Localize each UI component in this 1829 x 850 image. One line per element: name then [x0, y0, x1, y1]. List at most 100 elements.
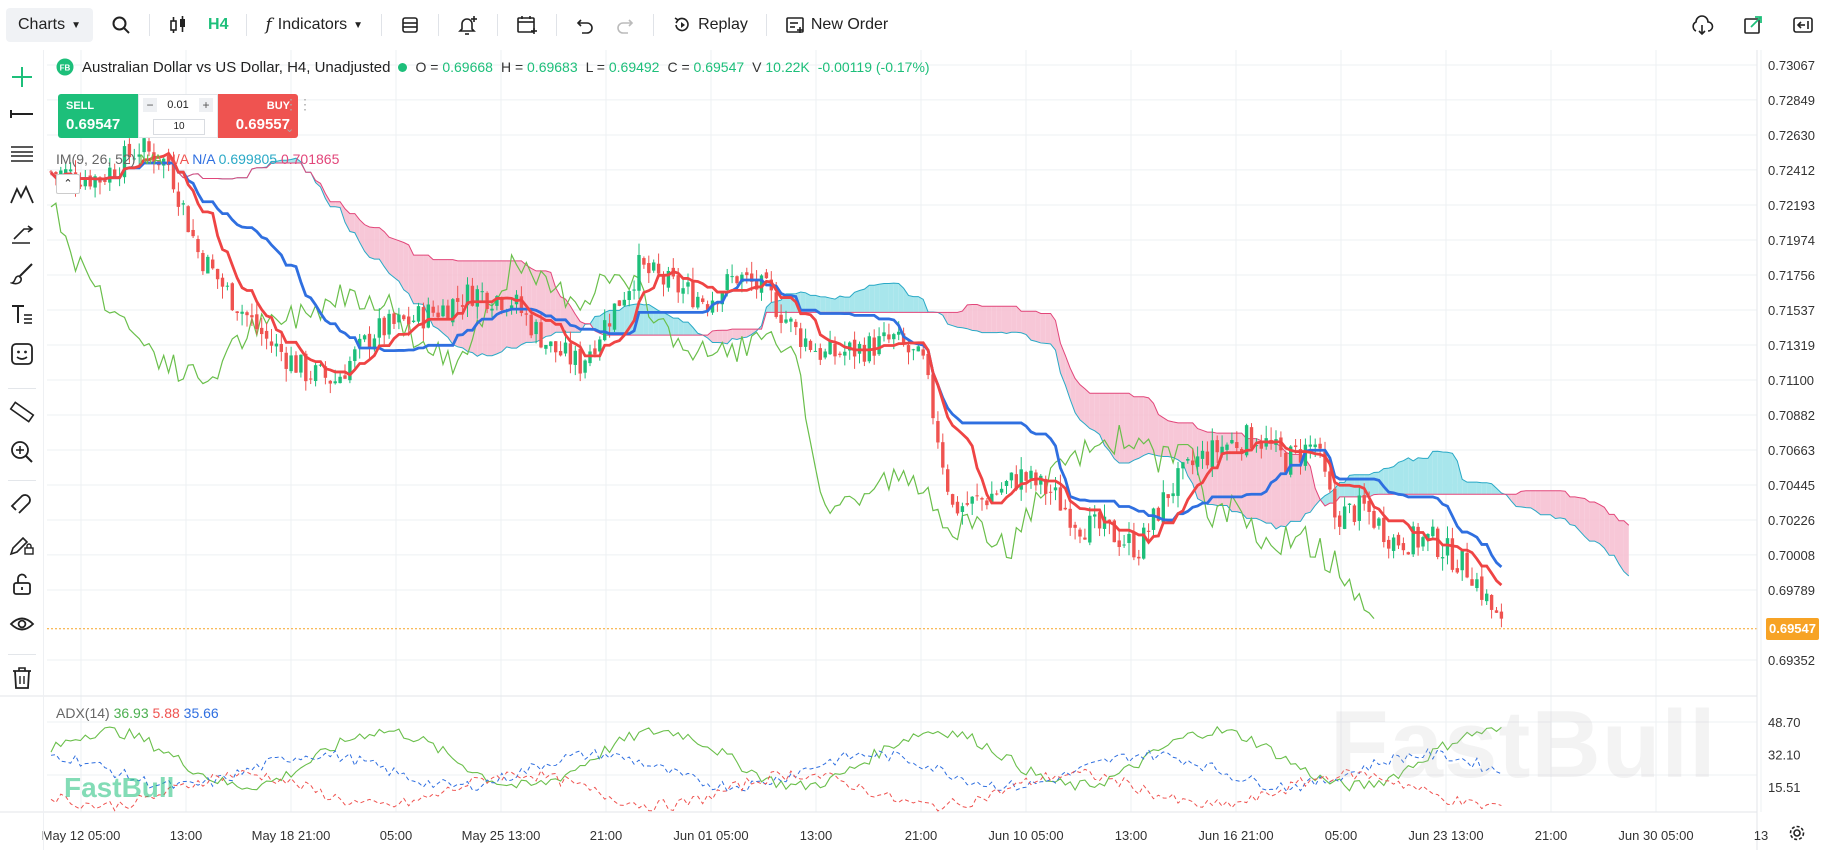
candle-body [377, 318, 381, 338]
cloud-segment [1310, 466, 1316, 513]
price-axis-label: 0.71537 [1768, 303, 1815, 318]
charts-menu-button[interactable]: Charts ▼ [6, 8, 94, 42]
replay-button[interactable]: Replay [662, 8, 758, 42]
candle-body [274, 343, 279, 347]
text-tool[interactable] [6, 298, 38, 330]
timeframe-button[interactable]: H4 [208, 16, 229, 33]
cloud-segment [501, 260, 507, 352]
cloud-segment [590, 316, 595, 331]
templates-button[interactable] [390, 8, 430, 42]
candle-body [1225, 444, 1229, 450]
cloud-segment [398, 240, 404, 290]
quantity-input[interactable]: 10 [153, 119, 205, 135]
candle-body [686, 282, 690, 287]
minus-di-value: 5.88 [152, 705, 180, 721]
chart-type-button[interactable] [158, 8, 198, 42]
candle-body [1127, 533, 1131, 543]
cloud-segment [1550, 490, 1556, 519]
cloud-segment [1129, 393, 1134, 463]
cloud-segment [443, 259, 448, 338]
horizontal-line-tool[interactable] [6, 98, 38, 130]
cloud-segment [1133, 396, 1139, 461]
alert-button[interactable] [447, 8, 489, 42]
cloud-segment [1481, 482, 1487, 495]
drawing-tools-sidebar [0, 50, 44, 850]
cloud-segment [1457, 460, 1463, 495]
pattern-tool[interactable] [6, 178, 38, 210]
lock-all-tool[interactable] [6, 568, 38, 600]
search-button[interactable] [101, 8, 141, 42]
projection-tool[interactable] [6, 218, 38, 250]
calendar-button[interactable] [506, 8, 548, 42]
zoom-in-tool[interactable] [6, 436, 38, 468]
open-new-window-button[interactable] [1743, 0, 1763, 50]
sell-button[interactable]: SELL 0.69547 [58, 94, 138, 138]
trade-panel-toggle-icon[interactable]: ⌄ [285, 123, 295, 135]
cloud-segment [1432, 451, 1438, 495]
candle-body [127, 143, 132, 158]
indicators-button[interactable]: f Indicators ▼ [255, 8, 373, 42]
adx-legend: ADX(14) 36.93 5.88 35.66 [56, 705, 219, 721]
candle-body [1230, 440, 1234, 444]
crosshair-tool[interactable] [6, 61, 38, 93]
parallel-lines-tool[interactable] [6, 138, 38, 170]
plus-di-line [50, 747, 1502, 792]
candle-body [568, 343, 573, 365]
collapse-legend-button[interactable]: ⌃ [56, 174, 80, 194]
candle-body [852, 339, 857, 357]
lot-increase-button[interactable]: + [199, 98, 213, 112]
new-order-label: New Order [810, 16, 889, 33]
delete-drawings-tool[interactable] [6, 662, 38, 694]
cloud-segment [874, 284, 880, 313]
candle-body [328, 380, 332, 384]
candle-body [1347, 503, 1352, 505]
cloud-segment [1050, 313, 1056, 351]
collapse-panel-button[interactable] [1792, 0, 1814, 50]
cloud-segment [1168, 420, 1174, 458]
cloud-segment [1462, 479, 1468, 495]
cloud-segment [496, 260, 502, 354]
ruler-tool[interactable] [6, 396, 38, 428]
buy-button[interactable]: BUY 0.69557 [218, 94, 298, 138]
brush-tool[interactable] [6, 258, 38, 290]
lock-drawing-tool[interactable] [6, 528, 38, 560]
price-axis-label: 0.69789 [1768, 583, 1815, 598]
symbol-title[interactable]: Australian Dollar vs US Dollar, H4, Unad… [82, 58, 391, 76]
pencil-lock-icon [9, 536, 34, 556]
close-label: C = [667, 59, 690, 75]
time-axis-label: 13:00 [800, 828, 833, 843]
undo-button[interactable] [565, 8, 605, 42]
collapse-icon [1793, 17, 1813, 33]
cloud-segment [550, 272, 556, 336]
candle-body [799, 328, 803, 347]
cloud-segment [472, 260, 478, 357]
adx-indicator-pane [0, 695, 1757, 812]
candle-body [460, 305, 465, 307]
lot-size-value[interactable]: 0.01 [167, 99, 189, 111]
quick-trade-panel: SELL 0.69547 − 0.01 + 10 BUY 0.69557 ⋮ ⌄ [58, 94, 298, 142]
candle-body [794, 321, 798, 328]
adx-axis-label: 48.70 [1768, 715, 1801, 730]
chart-settings-button[interactable] [1788, 824, 1806, 847]
search-icon [112, 16, 130, 34]
visibility-tool[interactable] [6, 608, 38, 640]
new-order-button[interactable]: New Order [775, 8, 898, 42]
price-axis-label: 0.70008 [1768, 548, 1815, 563]
cloud-save-button[interactable] [1690, 0, 1714, 50]
cloud-segment [717, 330, 723, 343]
magnet-tool[interactable] [6, 488, 38, 520]
cloud-segment [991, 306, 997, 333]
candle-body [367, 333, 372, 349]
chart-grid [47, 50, 1762, 812]
trade-panel-handle-icon[interactable]: ⋮⋮ [284, 96, 312, 112]
candle-body [480, 291, 484, 293]
cloud-segment [1525, 490, 1531, 508]
candle-body [916, 346, 920, 352]
candle-body [1093, 514, 1097, 517]
lot-decrease-button[interactable]: − [143, 98, 157, 112]
redo-button[interactable] [605, 8, 645, 42]
emoji-tool[interactable] [6, 338, 38, 370]
cloud-segment [658, 310, 664, 336]
candle-body [519, 296, 524, 313]
